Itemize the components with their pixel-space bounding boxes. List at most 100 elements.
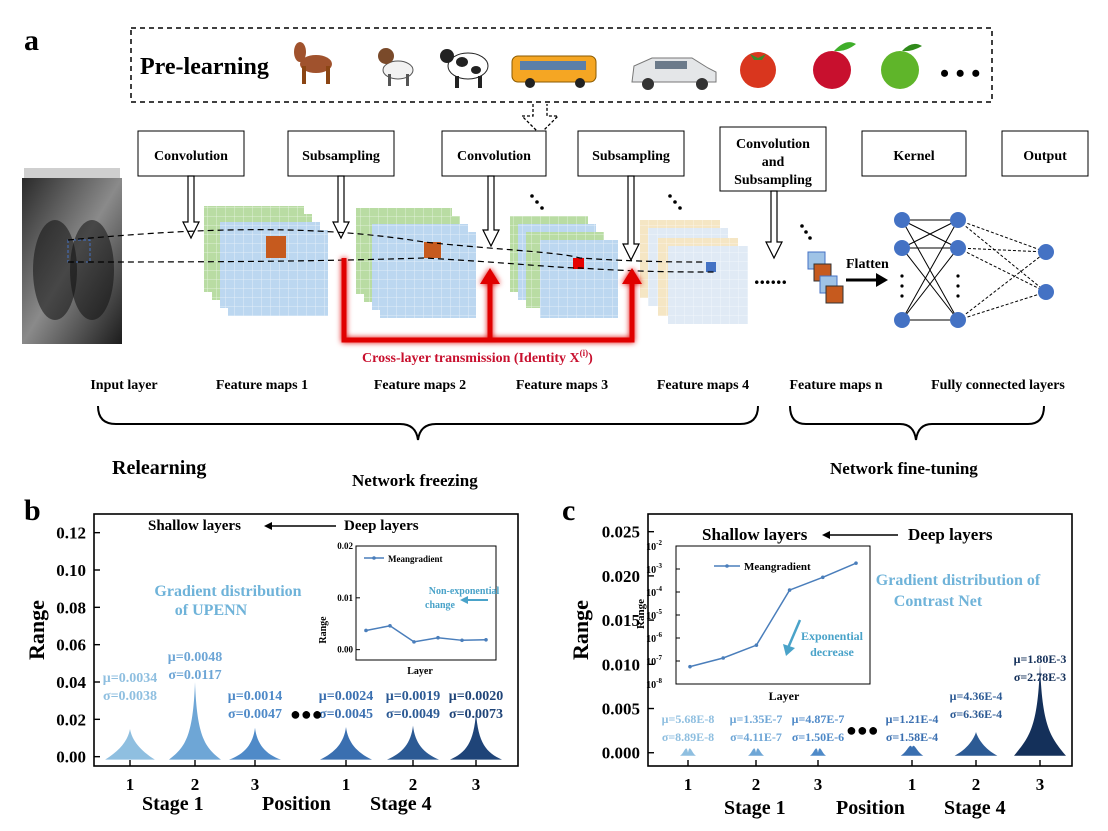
mean-label: μ=0.0014 xyxy=(228,689,282,704)
inset-frame xyxy=(675,545,871,685)
inset-point xyxy=(388,624,392,628)
panel-c-label: c xyxy=(562,494,575,527)
layer-label: Feature maps 4 xyxy=(657,378,749,393)
std-label: σ=1.58E-4 xyxy=(886,730,938,744)
inset-y-label: Range xyxy=(635,599,647,629)
tomato-icon xyxy=(740,52,776,88)
fc-node xyxy=(950,240,966,256)
cross-layer-label: Cross-layer transmission (Identity X(i)) xyxy=(362,348,593,366)
x-tick-label: 3 xyxy=(814,775,823,794)
y-tick-label: 0.000 xyxy=(602,744,640,763)
violin-6 xyxy=(1014,663,1066,756)
y-tick-label: 0.010 xyxy=(602,655,640,674)
red-apple-icon xyxy=(813,42,856,89)
x-tick-label: 1 xyxy=(126,775,135,794)
fc-edge xyxy=(957,247,1047,253)
fc-edge xyxy=(957,247,1047,293)
inset-point xyxy=(721,656,725,660)
op-arrows xyxy=(182,175,783,262)
fc-node xyxy=(950,212,966,228)
dog-icon xyxy=(378,48,414,86)
deep-label: Deep layers xyxy=(344,518,419,534)
panel-c: c Range 0.025 0.020 0.015 0.010 0.005 0.000 1… xyxy=(562,494,1073,819)
inset-point xyxy=(754,643,759,647)
fc-node xyxy=(894,312,910,328)
inset-point xyxy=(460,638,464,643)
std-label: σ=0.0049 xyxy=(386,707,440,722)
input-xray xyxy=(22,168,122,344)
feature-maps-3 xyxy=(510,194,618,318)
inset-annotation-2: decrease xyxy=(810,645,854,659)
std-label: σ=0.0047 xyxy=(228,707,282,722)
x-tick-label: 2 xyxy=(972,775,981,794)
layer-label: Feature maps 1 xyxy=(216,378,308,393)
fc-node xyxy=(894,240,910,256)
std-label: σ=1.50E-6 xyxy=(792,730,844,744)
op-label: Kernel xyxy=(893,149,934,164)
inset-y-tick-label: 10-5 xyxy=(646,608,662,622)
panel-title-line2: of UPENN xyxy=(175,602,248,619)
panel-b: b Range 0.12 0.10 0.08 0.06 0.04 0.02 0.00 1 2 3… xyxy=(24,494,519,815)
violin-3 xyxy=(229,727,281,760)
op-label: Subsampling xyxy=(734,173,812,188)
inset-point xyxy=(854,561,858,565)
cow-icon xyxy=(440,49,489,88)
panel-title-line1: Gradient distribution of xyxy=(876,572,1041,589)
inset-y-tick-label: 10-4 xyxy=(646,585,662,599)
x-tick-label: 3 xyxy=(472,775,481,794)
mean-label: μ=5.68E-8 xyxy=(662,712,715,726)
maps-continuation: ...... xyxy=(754,264,787,289)
feature-maps-2 xyxy=(356,208,476,318)
fc-ellipsis-dot xyxy=(956,274,960,278)
op-label: Subsampling xyxy=(302,149,380,164)
fc-edge xyxy=(957,219,1047,253)
horse-icon xyxy=(294,42,332,84)
layer-label: Feature maps n xyxy=(789,378,882,393)
inset-legend-label: Meangradient xyxy=(388,554,443,564)
panel-a-label: a xyxy=(24,24,39,57)
deep-label: Deep layers xyxy=(908,525,993,544)
inset-annotation-1: Exponential xyxy=(801,629,864,643)
op-box-subsampling-1 xyxy=(287,130,395,177)
fc-node xyxy=(1038,244,1054,260)
y-tick-label: 0.10 xyxy=(56,561,86,580)
op-label: Convolution xyxy=(736,137,810,152)
y-tick-label: 0.020 xyxy=(602,567,640,586)
y-tick-label: 0.12 xyxy=(56,524,86,543)
car-icon xyxy=(631,57,717,90)
violin-4 xyxy=(900,745,924,756)
inset-y-tick-label: 0.01 xyxy=(337,593,353,603)
finetuning-label: Network fine-tuning xyxy=(830,459,978,478)
freezing-label: Network freezing xyxy=(352,471,478,490)
mean-label: μ=4.36E-4 xyxy=(950,689,1003,703)
plot-frame xyxy=(93,513,519,767)
fully-connected-network xyxy=(894,212,1054,328)
fc-edge xyxy=(957,251,1047,321)
op-label: Output xyxy=(1023,149,1067,164)
y-tick-label: 0.08 xyxy=(56,598,86,617)
feature-maps-4 xyxy=(640,194,748,324)
inset-y-tick-label: 10-6 xyxy=(646,631,662,645)
inset-point xyxy=(787,588,792,592)
mean-label: μ=1.80E-3 xyxy=(1014,652,1067,666)
fc-ellipsis-dot xyxy=(900,274,904,278)
std-label: σ=6.36E-4 xyxy=(950,707,1002,721)
violin-2 xyxy=(747,748,765,756)
inset-x-label: Layer xyxy=(769,689,800,703)
fc-node xyxy=(894,212,910,228)
fc-edge xyxy=(901,219,959,249)
x-tick-label: 1 xyxy=(684,775,693,794)
violin-4 xyxy=(320,726,372,760)
op-box-convolution-1 xyxy=(137,130,245,177)
fc-edge xyxy=(957,291,1047,321)
violin-3 xyxy=(809,748,827,756)
relearning-label: Relearning xyxy=(112,457,206,479)
shallow-label: Shallow layers xyxy=(148,518,241,534)
op-label: Convolution xyxy=(154,149,228,164)
inset-point xyxy=(364,628,368,633)
op-box-subsampling-2 xyxy=(577,130,685,177)
feature-maps-n xyxy=(800,224,844,304)
fc-node xyxy=(1038,284,1054,300)
y-tick-label: 0.015 xyxy=(602,611,640,630)
inset-point xyxy=(412,640,416,644)
